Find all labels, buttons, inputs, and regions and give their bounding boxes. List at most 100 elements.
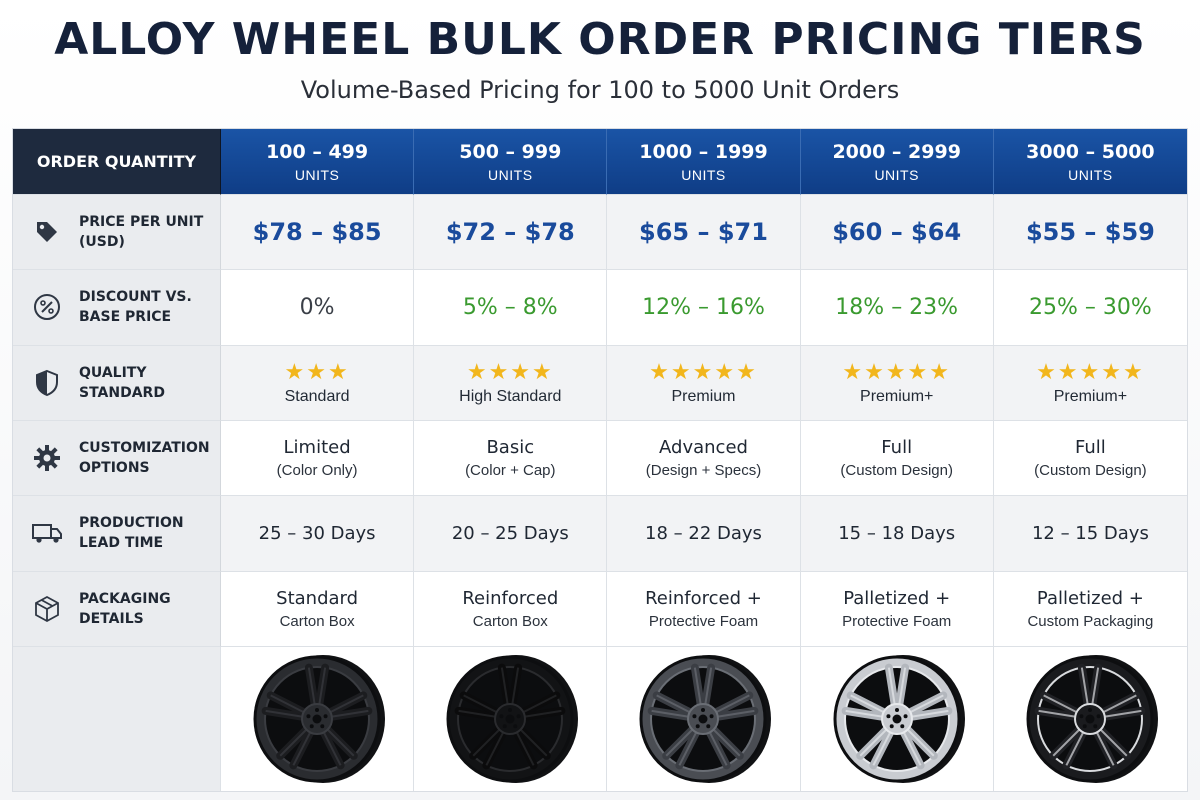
wheel-row-spacer [13,647,221,791]
wheel-lug [894,708,899,712]
tier-unit: UNITS [1068,166,1113,183]
discount-cell: 5% – 8% [414,270,608,346]
wheel-lug [701,708,706,712]
row-header-quality: QUALITY STANDARD [13,345,221,421]
wheel-lug [309,724,314,729]
pricing-table: ORDER QUANTITY 100 – 499 UNITS 500 – 999 U… [12,128,1188,792]
price-cell: $65 – $71 [607,195,801,271]
discount-value: 5% – 8% [462,294,558,320]
customization-level: Advanced [659,437,748,459]
quality-value: High Standard [459,387,562,405]
packaging-cell: Reinforced Carton Box [414,571,608,647]
wheel-image [253,655,386,783]
tier-header: 3000 – 5000 UNITS [993,129,1187,195]
wheel-image-cell [414,647,608,791]
quality-value: Premium+ [860,387,934,405]
wheel-image-cell [607,647,801,791]
quality-cell: ★★★ Standard [221,345,415,421]
box-icon [31,593,63,625]
quality-value: Premium [671,387,736,405]
wheel-lug [323,714,328,719]
wheel-center-cap [505,714,515,724]
quality-cell: ★★★★ High Standard [414,345,608,421]
packaging-type: Reinforced + [645,587,762,609]
price-value: $65 – $71 [639,218,768,247]
price-cell: $72 – $78 [414,195,608,271]
packaging-type: Palletized + [1036,587,1144,609]
discount-cell: 0% [221,270,415,346]
wheel-lug [1079,714,1084,719]
row-header-customization: CUSTOMIZATION OPTIONS [13,421,221,497]
lead-time-cell: 18 – 22 Days [607,496,801,572]
order-quantity-header: ORDER QUANTITY [13,129,221,195]
customization-detail: (Color + Cap) [465,462,556,480]
customization-level: Basic [486,437,535,459]
star-rating: ★★★★★ [1036,358,1145,384]
wheel-image-cell [800,647,994,791]
row-label: DISCOUNT VS. BASE PRICE [79,289,192,326]
wheel-image-cell [221,647,415,791]
wheel-center-cap [698,714,708,724]
page-title: ALLOY WHEEL BULK ORDER PRICING TIERS [54,14,1146,65]
quality-cell: ★★★★★ Premium+ [993,345,1187,421]
wheel-lug [903,714,908,719]
star-rating: ★★★★ [466,358,554,384]
quality-cell: ★★★★★ Premium [607,345,801,421]
discount-value: 25% – 30% [1028,294,1152,320]
wheel-image [446,655,579,783]
packaging-detail: Carton Box [472,612,548,630]
wheel-lug [1096,714,1101,719]
shield-icon [31,367,63,399]
discount-value: 12% – 16% [642,294,765,320]
wheel-lug [692,714,697,719]
lead-time-value: 15 – 18 Days [838,522,956,544]
wheel-lug [1093,724,1098,729]
lead-time-cell: 20 – 25 Days [414,496,608,572]
price-value: $55 – $59 [1025,218,1155,247]
packaging-type: Standard [276,587,359,609]
discount-cell: 18% – 23% [800,270,994,346]
tier-header: 500 – 999 UNITS [414,129,608,195]
wheel-lug [706,724,711,729]
tier-unit: UNITS [681,166,726,183]
price-cell: $55 – $59 [993,195,1187,271]
customization-level: Full [881,437,913,459]
customization-cell: Full (Custom Design) [800,421,994,497]
customization-cell: Advanced (Design + Specs) [607,421,801,497]
wheel-image [1026,655,1159,783]
packaging-detail: Protective Foam [648,612,759,630]
lead-time-cell: 12 – 15 Days [993,496,1187,572]
customization-detail: (Custom Design) [1034,462,1147,480]
packaging-type: Reinforced [462,587,559,609]
wheel-lug [320,724,325,729]
price-cell: $78 – $85 [221,195,415,271]
discount-value: 0% [299,294,335,320]
lead-time-cell: 25 – 30 Days [221,496,415,572]
packaging-cell: Standard Carton Box [221,571,415,647]
customization-detail: (Design + Specs) [645,462,762,480]
price-value: $72 – $78 [445,218,575,247]
customization-detail: (Color Only) [276,462,358,480]
star-rating: ★★★ [284,358,350,384]
customization-level: Limited [283,437,351,459]
wheel-lug [899,724,904,729]
wheel-center-cap [1085,714,1095,724]
row-label: PACKAGING DETAILS [79,590,171,627]
wheel-lug [1083,724,1088,729]
packaging-detail: Carton Box [279,612,355,630]
row-header-lead-time: PRODUCTION LEAD TIME [13,496,221,572]
customization-level: Full [1075,437,1106,459]
wheel-lug [499,714,504,719]
price-cell: $60 – $64 [800,195,994,271]
wheel-lug [315,708,320,712]
discount-value: 18% – 23% [835,294,959,320]
tier-unit: UNITS [488,166,533,183]
price-tag-icon [31,216,63,248]
packaging-cell: Palletized + Protective Foam [800,571,994,647]
wheel-lug [1088,708,1093,712]
lead-time-value: 12 – 15 Days [1031,522,1149,544]
row-label: PRODUCTION LEAD TIME [79,515,184,552]
packaging-cell: Palletized + Custom Packaging [993,571,1187,647]
packaging-cell: Reinforced + Protective Foam [607,571,801,647]
tier-unit: UNITS [874,166,919,183]
